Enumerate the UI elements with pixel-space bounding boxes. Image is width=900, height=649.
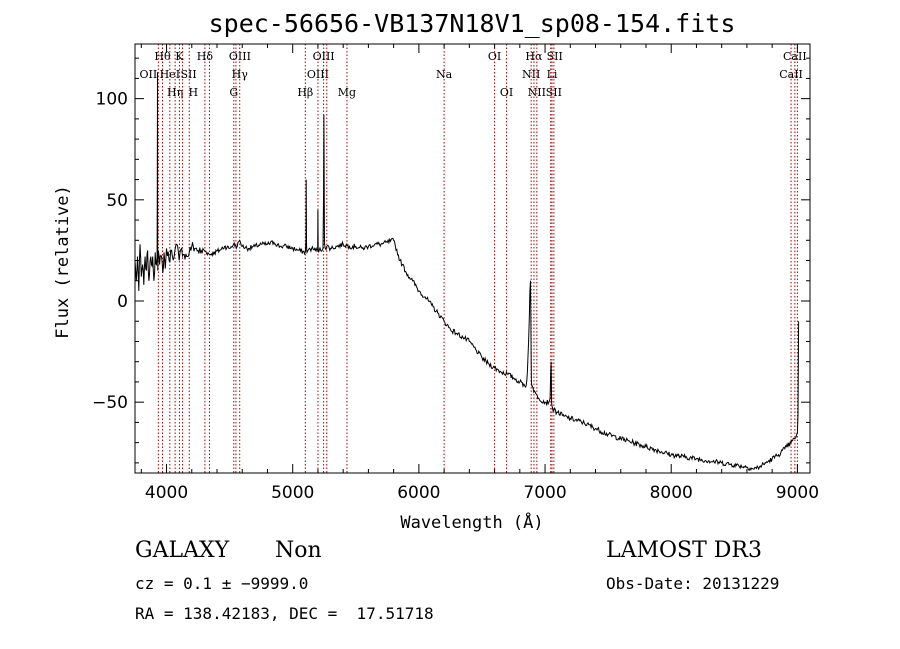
chart-title: spec-56656-VB137N18V1_sp08-154.fits — [209, 9, 736, 38]
object-class: GALAXY — [135, 538, 230, 563]
line-label-1: OII — [139, 68, 157, 81]
line-label-7: H — [188, 86, 198, 99]
line-label-18: Na — [436, 68, 453, 81]
line-label-23: NII — [528, 86, 546, 99]
x-tick-label-9000: 9000 — [776, 483, 819, 503]
x-tick-label-6000: 6000 — [397, 483, 440, 503]
y-tick-label-100: 100 — [96, 90, 128, 110]
x-tick-label-4000: 4000 — [145, 483, 188, 503]
line-label-21: NII — [522, 68, 540, 81]
spectrum-line-flux — [134, 72, 800, 471]
line-label-8: Hδ — [197, 50, 214, 63]
y-tick-label-0: 0 — [117, 292, 128, 312]
x-tick-label-8000: 8000 — [650, 483, 693, 503]
line-label-27: CaII — [779, 68, 803, 81]
line-label-6: SII — [180, 68, 196, 81]
observation-date: Obs-Date: 20131229 — [606, 574, 780, 593]
x-axis-label: Wavelength (Å) — [400, 511, 543, 533]
line-label-17: Mg — [338, 86, 356, 99]
line-label-26: SII — [546, 86, 562, 99]
line-label-11: OIII — [229, 50, 251, 63]
x-tick-label-7000: 7000 — [523, 483, 566, 503]
y-tick-label-50: 50 — [106, 191, 128, 211]
redshift-value: cz = 0.1 ± −9999.0 — [135, 574, 309, 593]
line-label-19: OI — [488, 50, 501, 63]
line-label-10: G — [229, 86, 238, 99]
line-label-25: Li — [547, 68, 558, 81]
x-tick-label-5000: 5000 — [271, 483, 314, 503]
y-tick-label--50: −50 — [92, 393, 128, 413]
emission-line-markers: OII Hθ HeI Hη K SII H Hδ G OIII Hγ Hβ OIII OIII Mg Na OI… — [139, 44, 807, 473]
coordinates: RA = 138.42183, DEC = 17.51718 — [135, 604, 434, 623]
y-axis-label: Flux (relative) — [53, 185, 73, 339]
line-label-3: HeI — [160, 68, 180, 81]
line-label-4: Hη — [167, 86, 183, 99]
line-label-28: CaII — [783, 50, 807, 63]
plot-frame — [134, 43, 811, 474]
line-label-22: Hα — [525, 50, 543, 63]
object-subclass: Non — [275, 538, 322, 563]
line-label-24: SII — [547, 50, 563, 63]
line-label-20: OI — [500, 86, 513, 99]
line-label-15: OIII — [313, 50, 335, 63]
axis-ticks: 4000 5000 6000 7000 8000 9000 −50 0 50 100 — [92, 44, 819, 503]
line-label-13: Hβ — [297, 86, 313, 99]
spectrum-chart: spec-56656-VB137N18V1_sp08-154.fits OIIH… — [53, 9, 819, 533]
line-label-5: K — [175, 50, 184, 63]
line-label-14: OIII — [307, 68, 329, 81]
survey-name: LAMOST DR3 — [606, 538, 762, 563]
line-label-2: Hθ — [154, 50, 171, 63]
line-label-12: Hγ — [232, 68, 249, 81]
spectrum-plot — [134, 72, 800, 471]
